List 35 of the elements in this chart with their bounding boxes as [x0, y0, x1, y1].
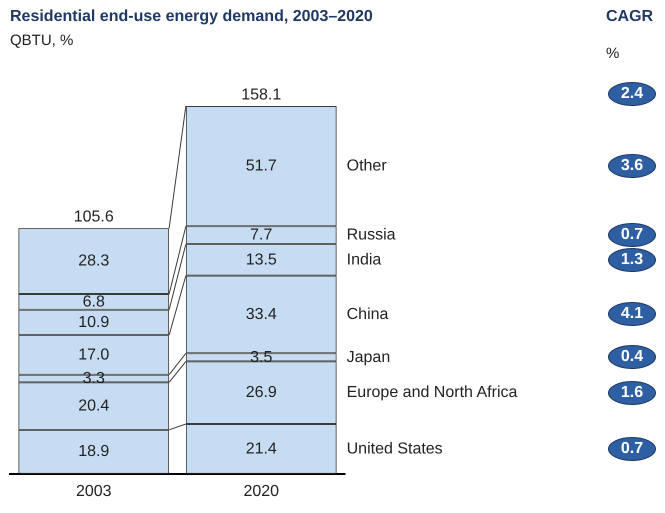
total-label: 158.1: [241, 86, 282, 104]
series-label: Japan: [346, 348, 390, 366]
text: 4.1: [608, 302, 656, 326]
data-label: 28.3: [78, 252, 110, 270]
data-label: 7.7: [250, 226, 272, 244]
data-label: 21.4: [246, 440, 277, 458]
text: 0.7: [608, 223, 656, 248]
data-label: 18.9: [78, 443, 110, 460]
text: 0.4: [608, 345, 656, 370]
text: %: [606, 45, 620, 62]
data-label: 33.4: [246, 306, 277, 323]
series-label: United States: [346, 440, 443, 458]
series-label: Europe and North Africa: [346, 384, 518, 402]
data-label: 26.9: [246, 384, 277, 402]
x-tick-label: 2003: [76, 482, 112, 500]
data-label: 13.5: [246, 251, 277, 268]
text: 0.7: [608, 436, 656, 461]
series-label: Other: [346, 158, 388, 175]
chart-subtitle: QBTU, %: [10, 32, 74, 49]
x-tick-label: 2020: [243, 482, 280, 500]
series-label: India: [346, 251, 382, 268]
text: CAGR: [606, 8, 654, 26]
series-label: China: [346, 306, 389, 323]
text: 1.6: [608, 380, 656, 405]
data-label: 20.4: [78, 398, 110, 415]
data-label: 10.9: [78, 314, 110, 331]
series-label: Russia: [346, 226, 396, 244]
text: 2.4: [608, 82, 656, 106]
data-label: 6.8: [82, 293, 105, 310]
text: 3.6: [608, 154, 656, 178]
total-label: 105.6: [74, 208, 114, 226]
text: 1.3: [608, 248, 656, 272]
data-label: 51.7: [246, 158, 277, 175]
data-label: 17.0: [78, 346, 110, 364]
chart-title: Residential end-use energy demand, 2003–2020: [10, 8, 373, 26]
